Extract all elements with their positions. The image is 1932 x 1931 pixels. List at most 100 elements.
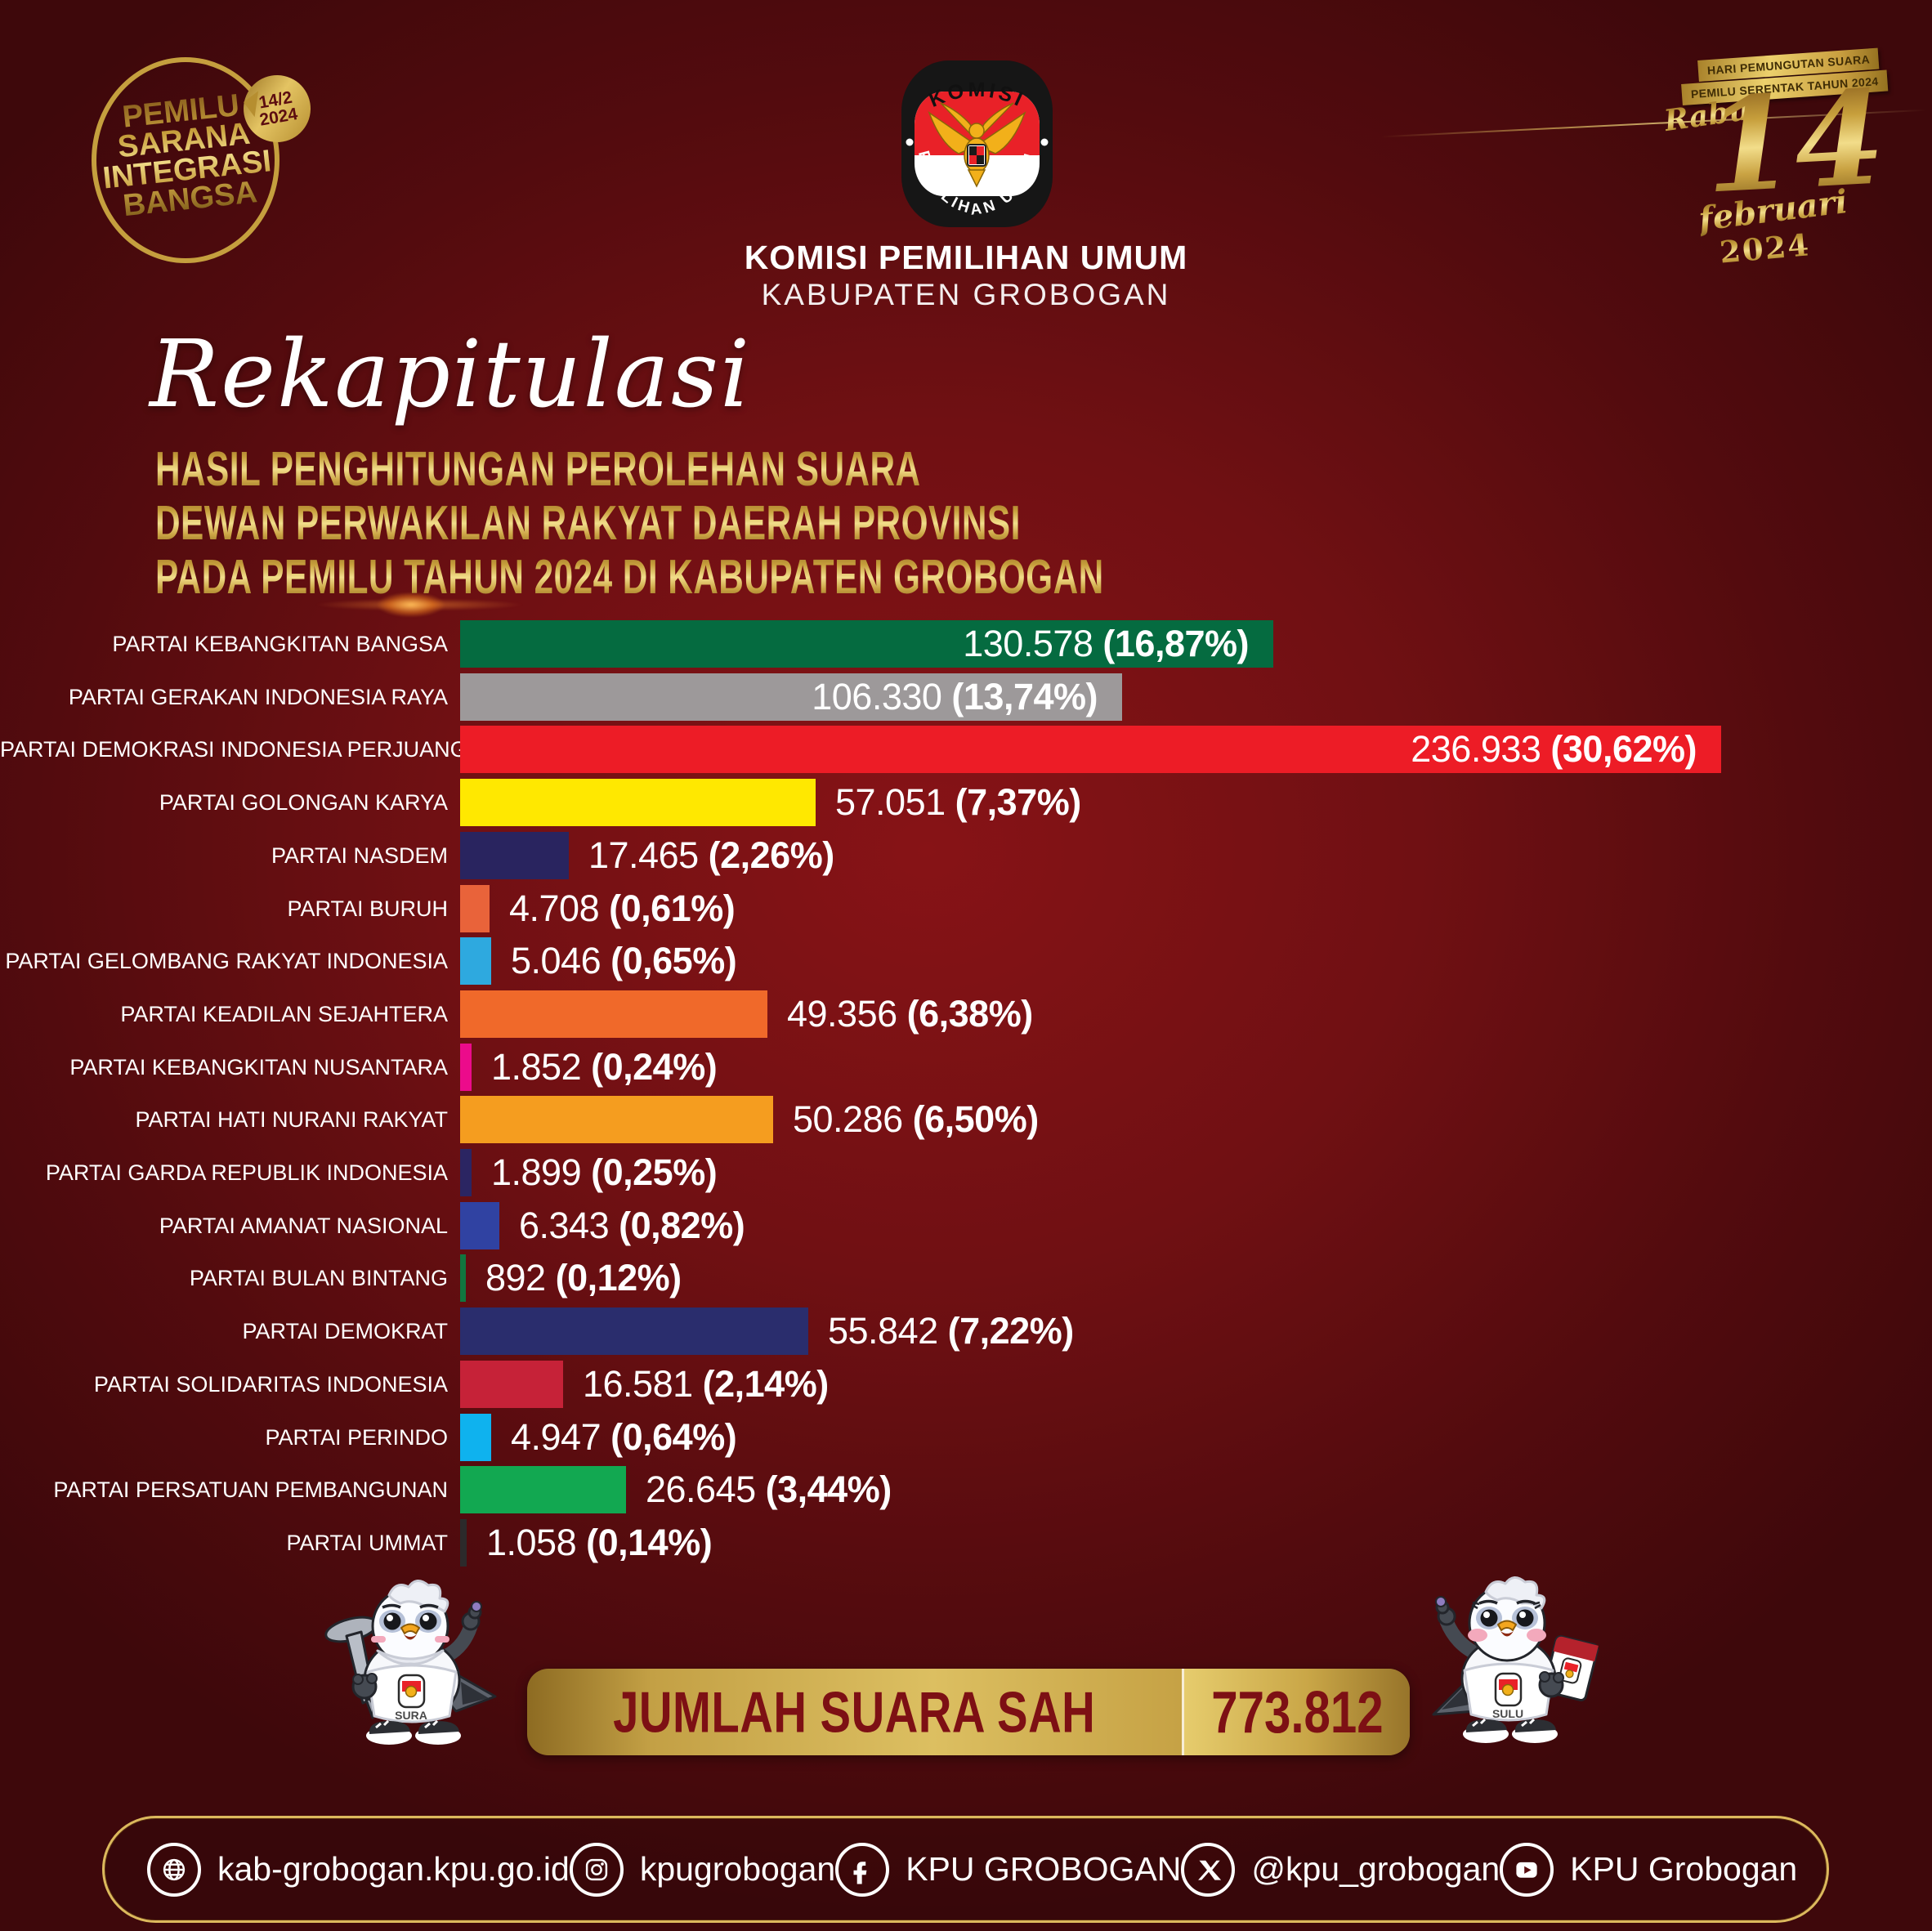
mascot-sulu: SULU [1432, 1576, 1599, 1743]
party-value: 5.046 (0,65%) [511, 940, 737, 981]
footer-youtube-label: KPU Grobogan [1570, 1850, 1798, 1888]
footer-instagram-label: kpugrobogan [639, 1850, 836, 1888]
banner-divider [1182, 1669, 1184, 1755]
party-value: 1.852 (0,24%) [491, 1046, 718, 1088]
party-bar [460, 1307, 808, 1355]
x-icon [1181, 1842, 1236, 1897]
facebook-icon [835, 1842, 890, 1897]
party-value: 106.330 (13,74%) [812, 676, 1098, 717]
total-votes-banner: JUMLAH SUARA SAH 773.812 [527, 1669, 1410, 1755]
party-row: 5.046 (0,65%) [460, 937, 737, 985]
party-bar [460, 832, 569, 879]
total-votes-value: 773.812 [1210, 1678, 1384, 1745]
party-value: 49.356 (6,38%) [787, 993, 1033, 1035]
party-value: 6.343 (0,82%) [519, 1205, 745, 1246]
party-row: 130.578 (16,87%) [460, 620, 1273, 668]
party-row: 49.356 (6,38%) [460, 990, 1033, 1038]
party-bar: 130.578 (16,87%) [460, 620, 1273, 668]
party-label: PARTAI SOLIDARITAS INDONESIA [93, 1372, 448, 1397]
party-value: 55.842 (7,22%) [828, 1310, 1074, 1352]
footer-youtube[interactable]: KPU Grobogan [1500, 1842, 1798, 1897]
party-value: 236.933 (30,62%) [1411, 728, 1697, 770]
party-label: PARTAI AMANAT NASIONAL [159, 1214, 448, 1238]
party-label: PARTAI NASDEM [271, 843, 448, 868]
party-value: 892 (0,12%) [485, 1257, 682, 1299]
party-label: PARTAI DEMOKRAT [242, 1319, 448, 1343]
party-row: 6.343 (0,82%) [460, 1202, 745, 1249]
party-label: PARTAI GARDA REPUBLIK INDONESIA [45, 1160, 448, 1185]
party-row: 236.933 (30,62%) [460, 726, 1721, 773]
party-bar: 236.933 (30,62%) [460, 726, 1721, 773]
party-bar [460, 885, 490, 932]
instagram-icon [569, 1842, 624, 1897]
party-bar [460, 1414, 491, 1461]
footer-facebook[interactable]: KPU GROBOGAN [835, 1842, 1182, 1897]
party-row: 57.051 (7,37%) [460, 779, 1081, 826]
party-row: 1.899 (0,25%) [460, 1149, 718, 1196]
party-bar [460, 1519, 467, 1567]
party-row: 16.581 (2,14%) [460, 1361, 829, 1408]
party-value: 16.581 (2,14%) [583, 1363, 829, 1405]
party-bar [460, 1096, 773, 1143]
party-label: PARTAI BURUH [287, 896, 448, 921]
mascot-sura-label: SURA [395, 1709, 427, 1722]
title-line-3: PADA PEMILU TAHUN 2024 DI KABUPATEN GROB… [155, 548, 1104, 604]
party-row: 1.852 (0,24%) [460, 1044, 718, 1091]
party-value: 26.645 (3,44%) [646, 1468, 892, 1510]
footer-x[interactable]: @kpu_grobogan [1181, 1842, 1500, 1897]
globe-icon [147, 1842, 201, 1897]
party-label: PARTAI UMMAT [286, 1531, 448, 1555]
party-value: 1.899 (0,25%) [491, 1151, 718, 1193]
party-label: PARTAI DEMOKRASI INDONESIA PERJUANGAN [0, 737, 499, 762]
org-name: KOMISI PEMILIHAN UMUM [744, 239, 1188, 276]
footer-website[interactable]: kab-grobogan.kpu.go.id [147, 1842, 570, 1897]
footer-website-label: kab-grobogan.kpu.go.id [217, 1850, 570, 1888]
party-bar [460, 1466, 626, 1513]
party-bar [460, 937, 491, 985]
total-votes-label-area: JUMLAH SUARA SAH [527, 1669, 1182, 1755]
party-row: 1.058 (0,14%) [460, 1519, 713, 1567]
party-value: 50.286 (6,50%) [793, 1098, 1039, 1140]
party-row: 892 (0,12%) [460, 1254, 682, 1302]
mascot-sulu-label: SULU [1492, 1707, 1523, 1720]
party-value: 17.465 (2,26%) [588, 834, 834, 876]
mascot-sura: SURA [324, 1580, 497, 1745]
party-bar: 106.330 (13,74%) [460, 673, 1122, 721]
party-bar [460, 1202, 499, 1249]
total-votes-label: JUMLAH SUARA SAH [613, 1679, 1096, 1745]
party-bar [460, 779, 816, 826]
party-label: PARTAI HATI NURANI RAKYAT [135, 1107, 448, 1132]
party-label: PARTAI GELOMBANG RAKYAT INDONESIA [5, 949, 448, 973]
party-row: 17.465 (2,26%) [460, 832, 834, 879]
pemilu-slogan-badge: PEMILU SARANA INTEGRASI BANGSA [92, 57, 280, 263]
party-row: 4.947 (0,64%) [460, 1414, 737, 1461]
party-bar [460, 1149, 472, 1196]
total-votes-value-area: 773.812 [1184, 1669, 1410, 1755]
page-title-script: Rekapitulasi [150, 320, 752, 428]
party-row: 106.330 (13,74%) [460, 673, 1122, 721]
party-bar [460, 1044, 472, 1091]
org-subtitle: KABUPATEN GROBOGAN [761, 278, 1171, 311]
party-row: 55.842 (7,22%) [460, 1307, 1074, 1355]
party-row: 50.286 (6,50%) [460, 1096, 1039, 1143]
title-line-2: DEWAN PERWAKILAN RAKYAT DAERAH PROVINSI [155, 494, 1021, 550]
party-bar [460, 990, 767, 1038]
party-value: 130.578 (16,87%) [963, 623, 1249, 664]
party-row: 26.645 (3,44%) [460, 1466, 892, 1513]
party-value: 1.058 (0,14%) [486, 1522, 713, 1563]
party-value: 57.051 (7,37%) [835, 781, 1081, 823]
party-value: 4.708 (0,61%) [509, 887, 736, 929]
footer-facebook-label: KPU GROBOGAN [906, 1850, 1182, 1888]
party-bar [460, 1254, 466, 1302]
party-label: PARTAI KEBANGKITAN NUSANTARA [69, 1055, 448, 1079]
party-row: 4.708 (0,61%) [460, 885, 736, 932]
footer-instagram[interactable]: kpugrobogan [569, 1842, 836, 1897]
kpu-logo: KOMISI PEMILIHAN UMUM [901, 60, 1053, 227]
party-label: PARTAI PERSATUAN PEMBANGUNAN [53, 1477, 448, 1502]
social-footer: kab-grobogan.kpu.go.id kpugrobogan KPU G… [102, 1816, 1829, 1923]
party-value: 4.947 (0,64%) [511, 1416, 737, 1458]
party-label: PARTAI GOLONGAN KARYA [159, 790, 448, 815]
party-label: PARTAI PERINDO [265, 1425, 448, 1450]
title-line-1: HASIL PENGHITUNGAN PEROLEHAN SUARA [155, 440, 921, 496]
